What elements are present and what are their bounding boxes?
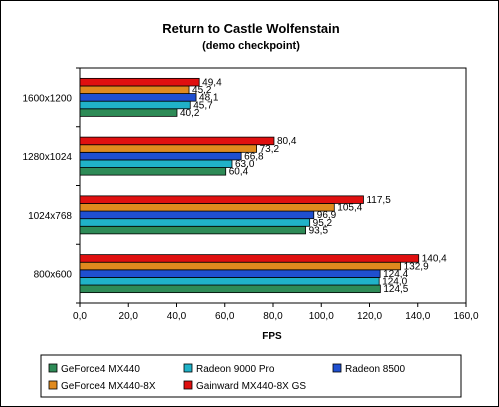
bar (79, 85, 190, 94)
x-tick-label: 140,0 (405, 311, 430, 322)
x-tick-label: 100,0 (309, 311, 334, 322)
x-tick-label: 40,0 (167, 311, 187, 322)
legend: GeForce4 MX440 Radeon 9000 Pro Radeon 8500… (40, 354, 462, 398)
x-tick-label: 160,0 (453, 311, 478, 322)
legend-box (40, 354, 462, 398)
bar (79, 277, 380, 286)
legend-swatch (183, 380, 193, 390)
legend-item: Gainward MX440-8X GS (196, 381, 306, 392)
legend-swatch (48, 380, 58, 390)
data-label: 45,7 (193, 100, 213, 111)
data-label: 73,2 (260, 144, 280, 155)
bar (79, 210, 315, 220)
bar (79, 284, 381, 294)
data-label: 80,4 (277, 136, 297, 147)
data-label: 95,2 (313, 218, 333, 229)
data-label: 40,2 (180, 108, 200, 119)
x-tick-label: 20,0 (119, 311, 139, 322)
legend-item: GeForce4 MX440-8X (61, 381, 156, 392)
data-label: 66,8 (244, 151, 264, 162)
legend-swatch (183, 363, 193, 373)
data-label: 63,0 (235, 159, 255, 170)
bar (79, 167, 227, 176)
bar (79, 151, 242, 161)
category-label: 1280x1024 (23, 152, 73, 163)
x-tick-label: 120,0 (357, 311, 382, 322)
legend-swatch (48, 363, 58, 373)
x-tick-label: 60,0 (215, 311, 235, 322)
x-tick-label: 0,0 (73, 311, 87, 322)
plot-area: 0,0 20,0 40,0 60,0 80,0 100,0 120,0 140,0 160,0 1… (23, 67, 479, 322)
category-label: 1024x768 (28, 211, 72, 222)
chart-subtitle: (demo checkpoint) (202, 40, 300, 52)
data-label: 117,5 (366, 195, 391, 206)
bar (79, 100, 191, 110)
bar (79, 195, 364, 204)
data-label: 124,5 (383, 284, 408, 295)
legend-item: Radeon 9000 Pro (196, 364, 275, 375)
bar (79, 225, 306, 235)
bar (79, 159, 233, 168)
data-label: 96,9 (317, 210, 337, 221)
data-label: 60,4 (229, 167, 249, 178)
bar (79, 218, 311, 227)
data-label: 105,4 (337, 203, 362, 214)
chart-title: Return to Castle Wolfenstain (162, 21, 340, 36)
legend-item: GeForce4 MX440 (61, 364, 140, 375)
data-label: 140,4 (422, 254, 447, 265)
bar (79, 136, 275, 146)
data-label: 93,5 (309, 225, 329, 236)
legend-swatch (332, 363, 342, 373)
data-label: 48,1 (199, 93, 219, 104)
bar (79, 93, 197, 102)
data-label: 124,0 (382, 277, 407, 288)
bar (79, 261, 402, 271)
x-axis-label: FPS (262, 331, 282, 342)
bar (79, 108, 178, 117)
data-label: 45,2 (192, 85, 212, 96)
category-label: 800x600 (34, 270, 73, 281)
data-label: 132,9 (404, 261, 429, 272)
data-label: 124,4 (383, 269, 408, 280)
data-label: 49,4 (202, 77, 222, 88)
legend-item: Radeon 8500 (345, 364, 405, 375)
bar (79, 269, 381, 278)
bar (79, 144, 257, 153)
bar (79, 77, 200, 87)
x-tick-label: 80,0 (263, 311, 283, 322)
bar (79, 203, 335, 212)
bar (79, 254, 420, 263)
category-label: 1600x1200 (23, 93, 73, 104)
